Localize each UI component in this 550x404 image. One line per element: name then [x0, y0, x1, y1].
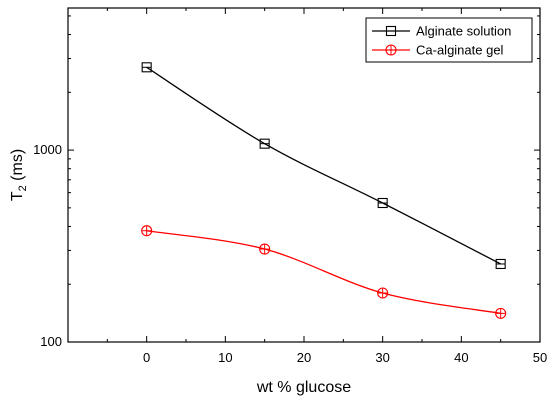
legend-label: Alginate solution: [416, 24, 511, 39]
y-axis-label: T2 (ms): [9, 149, 29, 201]
series-1: [141, 225, 507, 319]
y-tick-label: 100: [40, 334, 62, 349]
y-axis-label-units: (ms): [9, 149, 26, 185]
y-axis-label-subscript: 2: [17, 185, 29, 191]
x-axis-label: wt % glucose: [256, 379, 351, 396]
x-tick-label: 20: [297, 350, 311, 365]
x-tick-label: 0: [143, 350, 150, 365]
y-tick-label: 1000: [33, 142, 62, 157]
x-tick-label: 10: [218, 350, 232, 365]
series-0: [141, 62, 506, 270]
x-tick-label: 40: [454, 350, 468, 365]
legend-label: Ca-alginate gel: [416, 43, 504, 58]
y-axis-label-main: T: [9, 191, 26, 201]
series-line: [146, 230, 501, 315]
x-tick-label: 50: [533, 350, 547, 365]
x-tick-label: 30: [375, 350, 389, 365]
series-line: [146, 66, 501, 265]
